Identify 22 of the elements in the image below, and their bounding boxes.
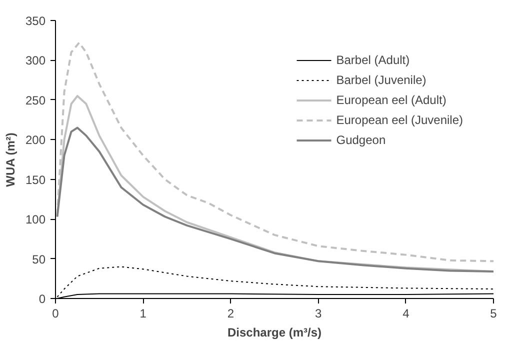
line-series [56,126,494,272]
x-tick-label: 2 [227,306,234,320]
x-tick-label: 1 [140,306,147,320]
y-tick-label: 100 [25,212,46,227]
x-axis-title: Discharge (m³/s) [227,326,322,340]
y-tick-label: 0 [38,292,46,306]
x-tick-label: 5 [490,306,498,320]
x-tick-label: 4 [402,306,410,320]
legend-label: Gudgeon [336,133,386,147]
y-tick-label: 150 [25,172,46,187]
legend-label: European eel (Juvenile) [336,113,463,127]
x-tick-label: 3 [314,306,322,320]
y-axis-title: WUA (m²) [3,132,18,187]
legend-label: Barbel (Adult) [336,53,410,67]
legend-label: European eel (Adult) [336,93,446,107]
y-tick-label: 200 [25,133,46,148]
x-tick-label: 0 [52,306,60,320]
y-tick-label: 350 [25,14,46,28]
y-tick-label: 50 [32,252,46,266]
y-tick-label: 300 [25,54,46,68]
y-tick-label: 250 [25,93,46,108]
legend-label: Barbel (Juvenile) [336,73,426,87]
